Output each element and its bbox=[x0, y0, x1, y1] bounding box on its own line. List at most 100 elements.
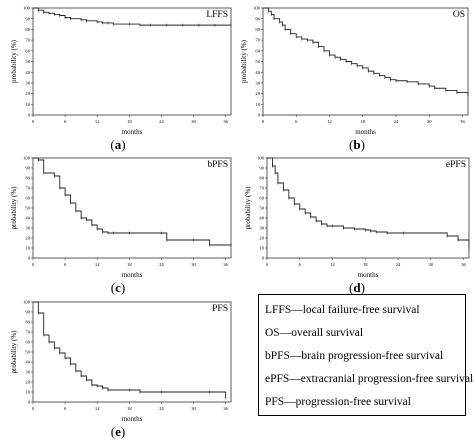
epfs-y-tick-label: 10 bbox=[259, 246, 264, 251]
pfs-y-axis-label: probability (%) bbox=[10, 330, 18, 374]
bpfs-y-tick-label: 0 bbox=[28, 256, 31, 261]
epfs-y-axis-label: probability (%) bbox=[244, 186, 252, 230]
bpfs-chart-title: bPFS bbox=[207, 160, 228, 170]
os-x-tick-label: 0 bbox=[262, 119, 265, 124]
pfs-x-tick-label: 6 bbox=[64, 406, 67, 411]
lffs-y-axis-label: probability (%) bbox=[10, 39, 18, 83]
pfs-y-tick-label: 40 bbox=[25, 360, 30, 365]
bpfs-y-tick-label: 100 bbox=[23, 156, 31, 161]
epfs-survival-curve bbox=[267, 157, 470, 248]
bpfs-x-tick-label: 18 bbox=[127, 262, 132, 267]
lffs-y-tick-label: 0 bbox=[28, 113, 31, 118]
epfs-x-axis-label: months bbox=[358, 271, 379, 279]
bpfs-y-tick-label: 70 bbox=[25, 186, 30, 191]
lffs-y-tick-label: 60 bbox=[25, 48, 30, 53]
os-x-tick-label: 24 bbox=[394, 119, 399, 124]
lffs-y-tick-label: 10 bbox=[25, 102, 30, 107]
pfs-x-tick-label: 36 bbox=[223, 406, 228, 411]
legend-item-os: OS—overall survival bbox=[265, 327, 364, 339]
pfs-y-tick-label: 0 bbox=[28, 400, 31, 405]
km-chart-os: 0 10 20 30 40 50 60 70 80 90 100 0 6 12 18 24 30 36 months… bbox=[240, 6, 469, 136]
lffs-y-tick-label: 100 bbox=[23, 6, 31, 11]
epfs-y-tick-label: 70 bbox=[259, 186, 264, 191]
caption-b: (b) bbox=[349, 137, 365, 152]
epfs-y-tick-label: 50 bbox=[259, 206, 264, 211]
pfs-x-tick-label: 18 bbox=[127, 406, 132, 411]
caption-c: (c) bbox=[110, 280, 126, 295]
abbreviation-legend: LFFS—local failure-free survival OS—over… bbox=[258, 294, 474, 416]
bpfs-plot-frame bbox=[32, 157, 232, 259]
os-y-tick-label: 70 bbox=[255, 38, 260, 43]
pfs-chart-title: PFS bbox=[212, 304, 228, 314]
lffs-x-tick-label: 18 bbox=[127, 119, 132, 124]
bpfs-x-tick-label: 36 bbox=[223, 262, 228, 267]
lffs-y-tick-label: 50 bbox=[25, 59, 30, 64]
lffs-y-tick-label: 70 bbox=[25, 38, 30, 43]
panel-os: 0 10 20 30 40 50 60 70 80 90 100 0 6 12 18 24 30 36 months… bbox=[235, 0, 472, 136]
os-y-tick-label: 80 bbox=[255, 27, 260, 32]
bpfs-x-tick-label: 24 bbox=[159, 262, 164, 267]
pfs-x-tick-label: 24 bbox=[159, 406, 164, 411]
pfs-x-tick-label: 0 bbox=[32, 406, 35, 411]
os-x-axis-label: months bbox=[355, 128, 376, 136]
pfs-y-tick-label: 20 bbox=[25, 380, 30, 385]
legend-item-bpfs: bPFS—brain progression-free survival bbox=[265, 350, 444, 362]
bpfs-y-tick-label: 10 bbox=[25, 246, 30, 251]
km-chart-pfs: 0 10 20 30 40 50 60 70 80 90 100 0 6 12 18 24 30 36 months… bbox=[10, 300, 232, 423]
pfs-x-tick-label: 12 bbox=[95, 406, 100, 411]
pfs-y-tick-label: 30 bbox=[25, 370, 30, 375]
epfs-x-tick-label: 30 bbox=[428, 262, 433, 267]
pfs-x-axis-label: months bbox=[122, 415, 143, 423]
pfs-y-tick-label: 80 bbox=[25, 320, 30, 325]
os-x-tick-label: 12 bbox=[327, 119, 332, 124]
bpfs-y-tick-label: 80 bbox=[25, 176, 30, 181]
epfs-x-tick-label: 18 bbox=[363, 262, 368, 267]
lffs-y-tick-label: 40 bbox=[25, 70, 30, 75]
pfs-y-tick-label: 100 bbox=[23, 300, 31, 305]
pfs-x-tick-label: 30 bbox=[191, 406, 196, 411]
pfs-y-tick-label: 50 bbox=[25, 350, 30, 355]
bpfs-survival-curve bbox=[33, 157, 231, 246]
lffs-survival-curve bbox=[33, 7, 231, 26]
legend-item-epfs: ePFS—extracranial progression-free survi… bbox=[265, 373, 474, 385]
km-chart-bpfs: 0 10 20 30 40 50 60 70 80 90 100 0 6 12 18 24 30 36 months… bbox=[10, 156, 232, 279]
km-chart-epfs: 0 10 20 30 40 50 60 70 80 90 100 0 6 12 18 24 30 36 months… bbox=[244, 156, 470, 279]
pfs-y-tick-label: 70 bbox=[25, 330, 30, 335]
epfs-y-tick-label: 60 bbox=[259, 196, 264, 201]
caption-e: (e) bbox=[110, 424, 126, 439]
panel-lffs: 0 10 20 30 40 50 60 70 80 90 100 0 6 12 18 24 30 36 months… bbox=[0, 0, 237, 136]
os-survival-curve bbox=[263, 7, 469, 95]
caption-d: (d) bbox=[349, 280, 365, 295]
os-x-tick-label: 36 bbox=[460, 119, 465, 124]
epfs-y-tick-label: 40 bbox=[259, 216, 264, 221]
epfs-chart-title: ePFS bbox=[446, 160, 466, 170]
lffs-x-tick-label: 0 bbox=[32, 119, 35, 124]
pfs-plot-frame bbox=[32, 301, 232, 403]
os-y-tick-label: 20 bbox=[255, 91, 260, 96]
os-y-tick-label: 10 bbox=[255, 102, 260, 107]
panel-pfs: 0 10 20 30 40 50 60 70 80 90 100 0 6 12 18 24 30 36 months… bbox=[0, 294, 237, 424]
epfs-y-tick-label: 30 bbox=[259, 226, 264, 231]
bpfs-x-tick-label: 0 bbox=[32, 262, 35, 267]
os-y-tick-label: 100 bbox=[253, 6, 261, 11]
legend-item-pfs: PFS—progression-free survival bbox=[265, 396, 411, 408]
lffs-x-tick-label: 30 bbox=[191, 119, 196, 124]
bpfs-y-tick-label: 40 bbox=[25, 216, 30, 221]
lffs-y-tick-label: 90 bbox=[25, 16, 30, 21]
bpfs-y-tick-label: 30 bbox=[25, 226, 30, 231]
epfs-x-tick-label: 12 bbox=[330, 262, 335, 267]
epfs-y-tick-label: 20 bbox=[259, 236, 264, 241]
epfs-plot-frame bbox=[266, 157, 470, 259]
bpfs-x-tick-label: 6 bbox=[64, 262, 67, 267]
os-y-tick-label: 50 bbox=[255, 59, 260, 64]
epfs-x-tick-label: 0 bbox=[266, 262, 269, 267]
lffs-y-tick-label: 80 bbox=[25, 27, 30, 32]
caption-a: (a) bbox=[110, 137, 126, 152]
os-x-tick-label: 18 bbox=[360, 119, 365, 124]
lffs-x-tick-label: 6 bbox=[64, 119, 67, 124]
os-y-tick-label: 40 bbox=[255, 70, 260, 75]
os-plot-frame bbox=[262, 7, 469, 116]
lffs-x-tick-label: 12 bbox=[95, 119, 100, 124]
panel-epfs: 0 10 20 30 40 50 60 70 80 90 100 0 6 12 18 24 30 36 months… bbox=[235, 150, 472, 280]
bpfs-y-tick-label: 20 bbox=[25, 236, 30, 241]
